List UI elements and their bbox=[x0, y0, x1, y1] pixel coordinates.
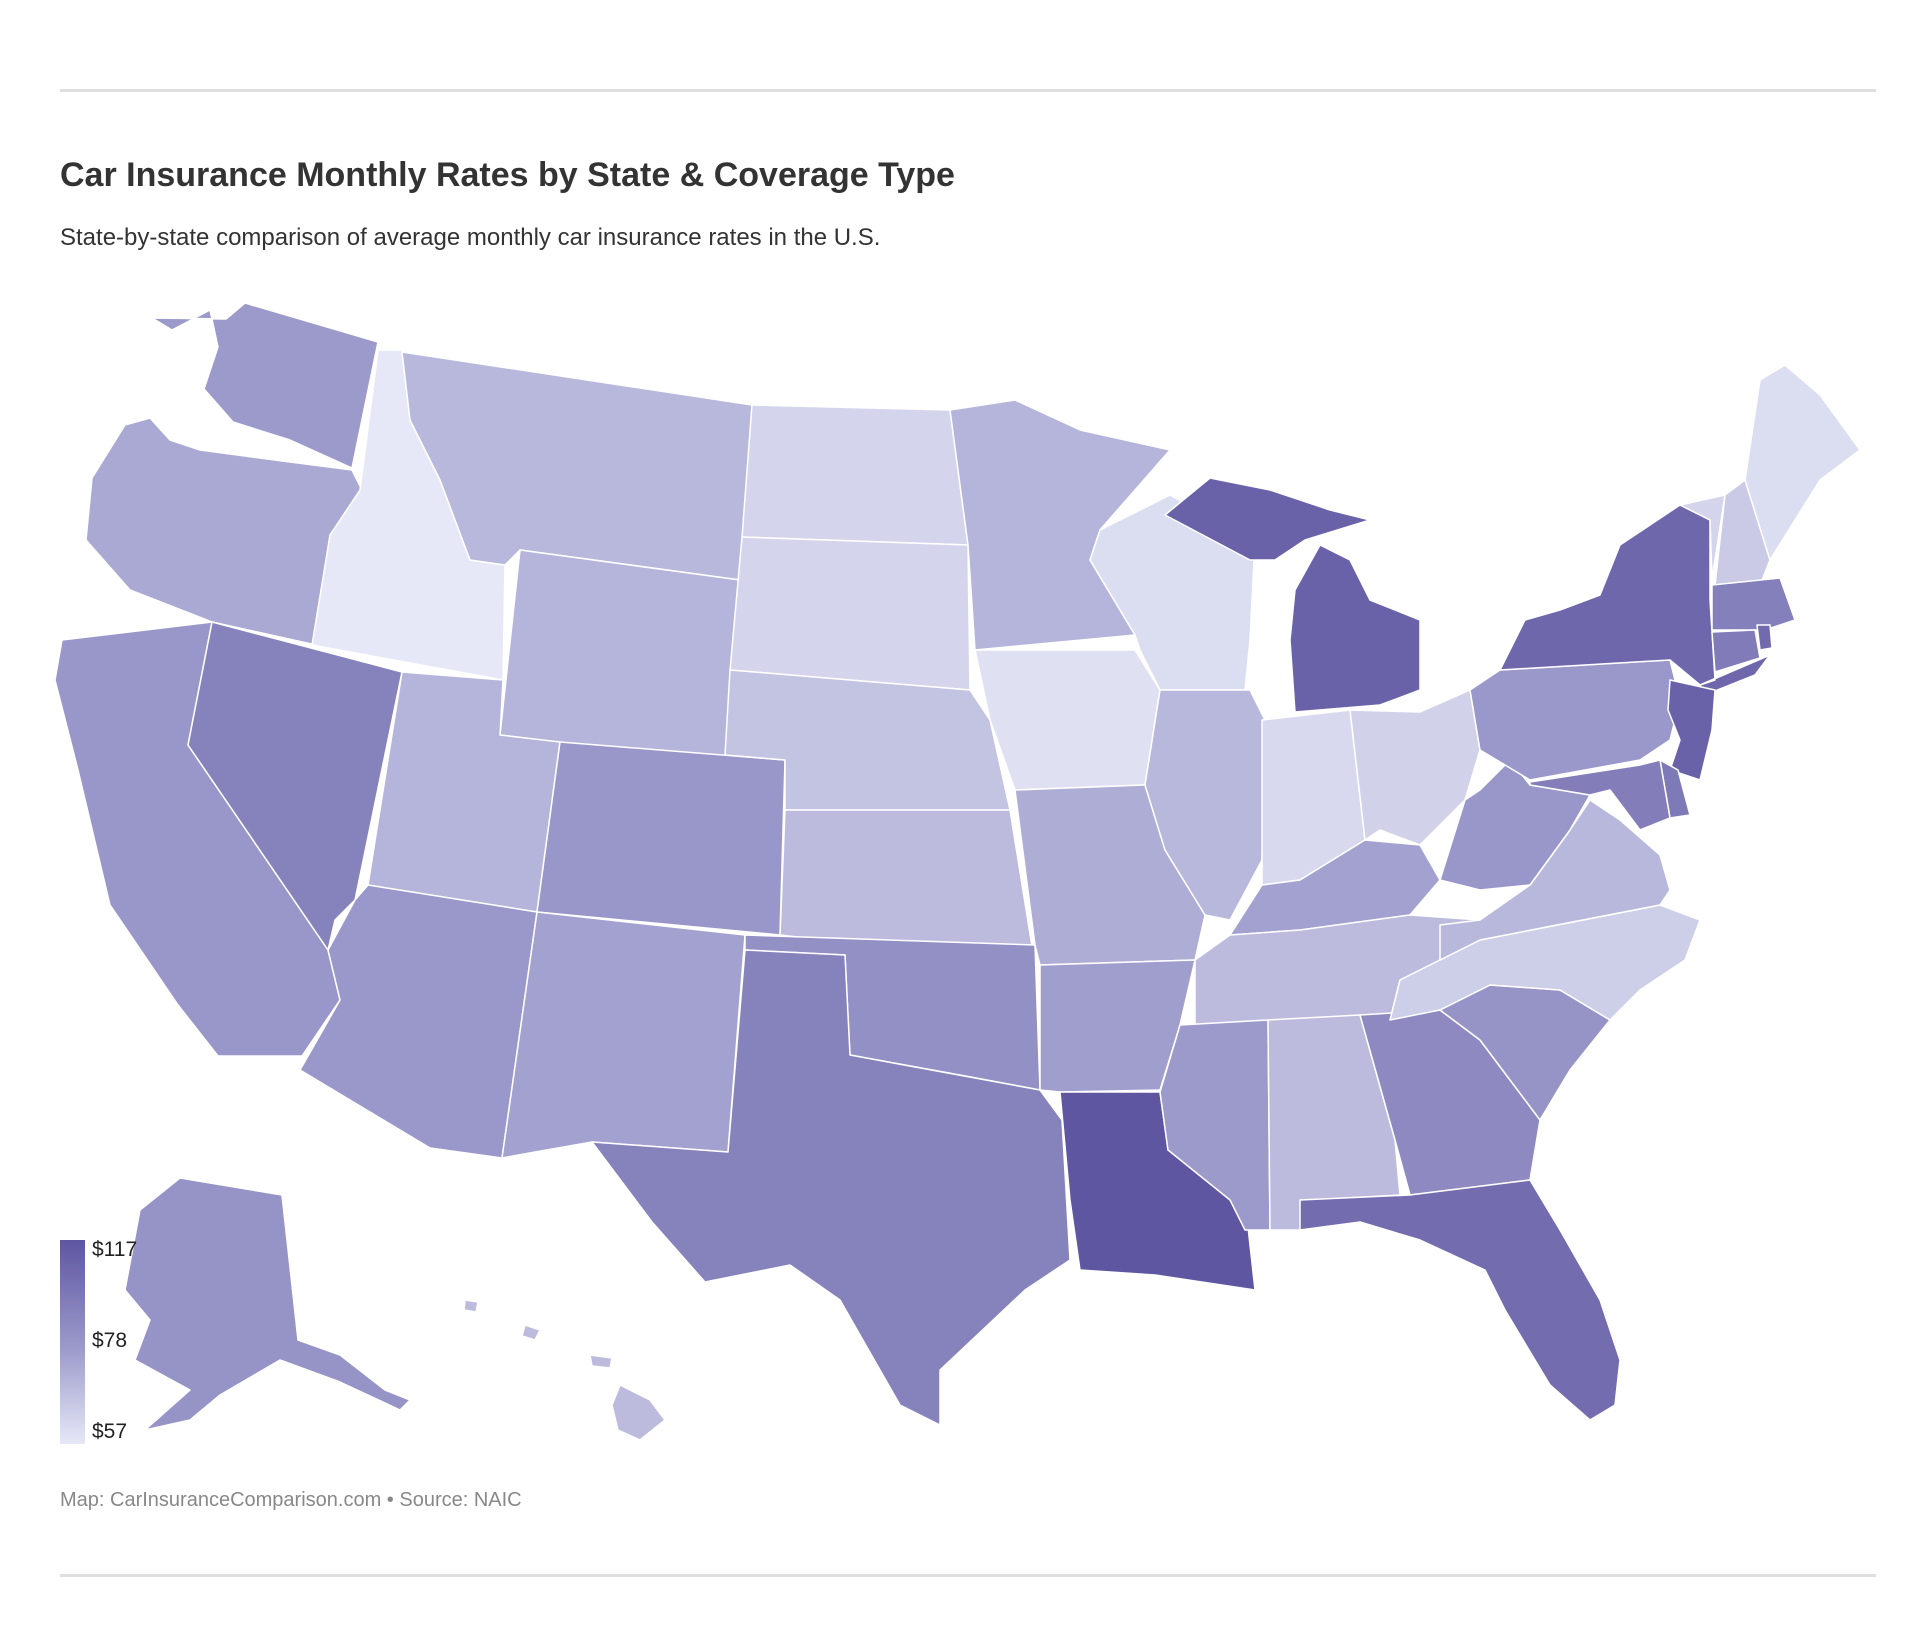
map-title: Car Insurance Monthly Rates by State & C… bbox=[60, 156, 955, 194]
state-HI[interactable] bbox=[463, 1299, 666, 1441]
state-MA[interactable] bbox=[1711, 577, 1796, 631]
legend-max-label: $117 bbox=[92, 1238, 138, 1261]
state-AK[interactable] bbox=[124, 1177, 411, 1431]
state-MD[interactable] bbox=[1529, 759, 1671, 831]
state-IA[interactable] bbox=[974, 649, 1161, 791]
state-WA[interactable] bbox=[151, 302, 379, 469]
legend-color-scale bbox=[60, 1240, 85, 1444]
state-VT[interactable] bbox=[1679, 494, 1726, 579]
state-AZ[interactable] bbox=[299, 884, 538, 1159]
state-FL[interactable] bbox=[1299, 1179, 1621, 1421]
state-NH[interactable] bbox=[1714, 479, 1771, 586]
legend-mid-label: $78 bbox=[92, 1329, 128, 1352]
state-SD[interactable] bbox=[729, 536, 971, 691]
state-PA[interactable] bbox=[1469, 659, 1681, 781]
state-RI[interactable] bbox=[1756, 624, 1773, 651]
bottom-divider bbox=[60, 1574, 1876, 1577]
state-IL[interactable] bbox=[1144, 689, 1266, 921]
state-MI[interactable] bbox=[1164, 477, 1421, 713]
state-ND[interactable] bbox=[741, 404, 969, 546]
state-ME[interactable] bbox=[1744, 364, 1861, 561]
state-VA[interactable] bbox=[1439, 799, 1671, 961]
top-divider bbox=[60, 89, 1876, 92]
state-NM[interactable] bbox=[501, 911, 746, 1159]
state-TX[interactable] bbox=[591, 949, 1071, 1426]
map-subtitle: State-by-state comparison of average mon… bbox=[60, 224, 881, 251]
map-credit: Map: CarInsuranceComparison.com • Source… bbox=[60, 1489, 522, 1511]
state-CO[interactable] bbox=[536, 741, 786, 936]
state-WY[interactable] bbox=[499, 549, 741, 766]
state-NJ[interactable] bbox=[1667, 679, 1716, 781]
legend-min-label: $57 bbox=[92, 1420, 128, 1443]
state-CT[interactable] bbox=[1711, 629, 1761, 673]
